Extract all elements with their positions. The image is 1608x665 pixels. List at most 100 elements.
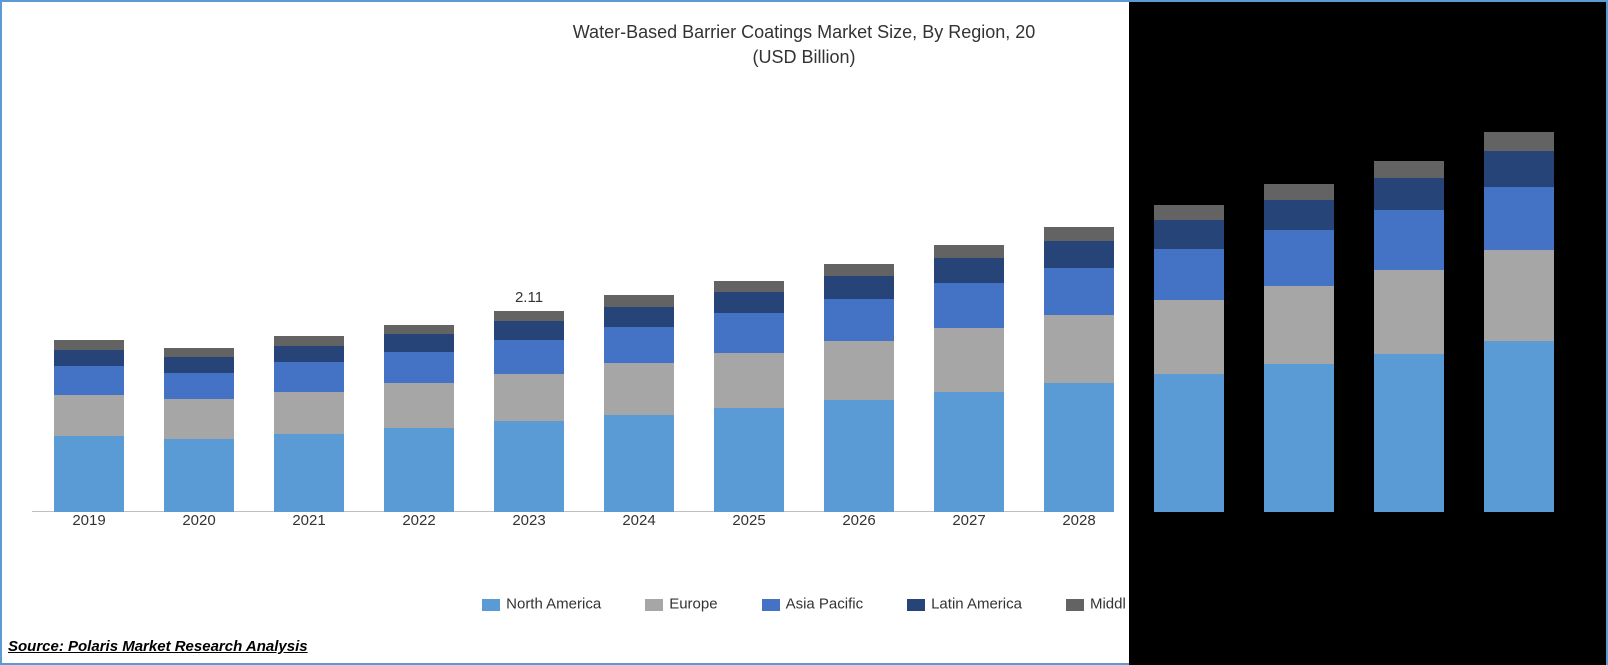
segment-asia-pacific: [1154, 249, 1224, 301]
legend-swatch: [1066, 599, 1084, 611]
segment-europe: [1154, 300, 1224, 374]
segment-latin-america: [274, 346, 344, 362]
segment-asia-pacific: [164, 373, 234, 400]
segment-asia-pacific: [494, 340, 564, 373]
bar-2031: [1374, 161, 1444, 512]
segment-middl: [1484, 132, 1554, 151]
legend: North America Europe Asia Pacific Latin Ame…: [2, 595, 1606, 613]
legend-label: Europe: [669, 596, 717, 613]
segment-middl: [494, 311, 564, 322]
segment-middl: [934, 245, 1004, 258]
segment-europe: [824, 341, 894, 400]
segment-north-america: [604, 415, 674, 512]
segment-north-america: [714, 408, 784, 512]
segment-asia-pacific: [384, 352, 454, 384]
bar-2022: [384, 325, 454, 512]
bar-2032: [1484, 132, 1554, 512]
segment-latin-america: [164, 357, 234, 372]
segment-north-america: [164, 439, 234, 513]
segment-latin-america: [54, 350, 124, 366]
title-line-2: (USD Billion): [752, 47, 855, 67]
segment-europe: [1264, 286, 1334, 364]
segment-north-america: [54, 436, 124, 512]
segment-europe: [1484, 250, 1554, 341]
segment-latin-america: [824, 276, 894, 299]
segment-north-america: [274, 434, 344, 512]
bar-2025: [714, 281, 784, 512]
segment-latin-america: [934, 258, 1004, 283]
segment-asia-pacific: [1374, 210, 1444, 269]
x-label-2027: 2027: [934, 512, 1004, 529]
segment-europe: [714, 353, 784, 408]
legend-label: Middl: [1090, 596, 1126, 613]
segment-latin-america: [1154, 220, 1224, 249]
x-label-2025: 2025: [714, 512, 784, 529]
legend-label: Asia Pacific: [786, 596, 864, 613]
legend-item-middl: Middl: [1066, 595, 1126, 613]
segment-asia-pacific: [824, 299, 894, 341]
bar-2019: [54, 340, 124, 512]
chart-title: Water-Based Barrier Coatings Market Size…: [2, 2, 1606, 70]
legend-label: North America: [506, 596, 601, 613]
segment-asia-pacific: [934, 283, 1004, 328]
segment-middl: [824, 264, 894, 276]
segment-middl: [274, 336, 344, 346]
legend-item-latin-america: Latin America: [907, 595, 1022, 613]
segment-north-america: [934, 392, 1004, 512]
segment-europe: [1044, 315, 1114, 383]
legend-swatch: [762, 599, 780, 611]
segment-latin-america: [1374, 178, 1444, 210]
chart-container: Water-Based Barrier Coatings Market Size…: [0, 0, 1608, 665]
x-label-2024: 2024: [604, 512, 674, 529]
segment-europe: [494, 374, 564, 422]
legend-item-europe: Europe: [645, 595, 717, 613]
segment-north-america: [824, 400, 894, 512]
segment-europe: [384, 383, 454, 428]
segment-europe: [164, 399, 234, 438]
segment-europe: [54, 395, 124, 436]
segment-middl: [1264, 184, 1334, 200]
x-axis-labels: 2019202020212022202320242025202620272028: [32, 512, 1580, 542]
segment-middl: [54, 340, 124, 350]
segment-europe: [1374, 270, 1444, 354]
segment-north-america: [1484, 341, 1554, 512]
segment-north-america: [494, 421, 564, 512]
bar-2026: [824, 264, 894, 512]
source-attribution: Source: Polaris Market Research Analysis: [8, 638, 308, 655]
x-label-2020: 2020: [164, 512, 234, 529]
segment-north-america: [1374, 354, 1444, 512]
segment-north-america: [384, 428, 454, 512]
segment-europe: [934, 328, 1004, 392]
x-label-2021: 2021: [274, 512, 344, 529]
bar-2023: 2.11: [494, 311, 564, 512]
x-label-2028: 2028: [1044, 512, 1114, 529]
segment-latin-america: [494, 321, 564, 340]
segment-middl: [1374, 161, 1444, 178]
legend-swatch: [482, 599, 500, 611]
x-label-2023: 2023: [494, 512, 564, 529]
segment-north-america: [1154, 374, 1224, 512]
segment-asia-pacific: [604, 327, 674, 363]
bar-2030: [1264, 184, 1334, 512]
segment-latin-america: [384, 334, 454, 351]
segment-asia-pacific: [714, 313, 784, 352]
x-label-2026: 2026: [824, 512, 894, 529]
segment-asia-pacific: [1264, 230, 1334, 285]
segment-asia-pacific: [54, 366, 124, 395]
legend-label: Latin America: [931, 596, 1022, 613]
segment-asia-pacific: [1044, 268, 1114, 316]
segment-europe: [604, 363, 674, 415]
bar-2027: [934, 245, 1004, 512]
x-label-2019: 2019: [54, 512, 124, 529]
bar-2028: [1044, 227, 1114, 512]
segment-latin-america: [1484, 151, 1554, 186]
legend-item-asia-pacific: Asia Pacific: [762, 595, 864, 613]
segment-middl: [604, 295, 674, 306]
segment-middl: [164, 348, 234, 358]
bars-wrap: 2.11: [32, 92, 1580, 512]
segment-latin-america: [1044, 241, 1114, 268]
legend-swatch: [645, 599, 663, 611]
bar-2029: [1154, 205, 1224, 512]
segment-north-america: [1264, 364, 1334, 512]
bar-2020: [164, 348, 234, 512]
